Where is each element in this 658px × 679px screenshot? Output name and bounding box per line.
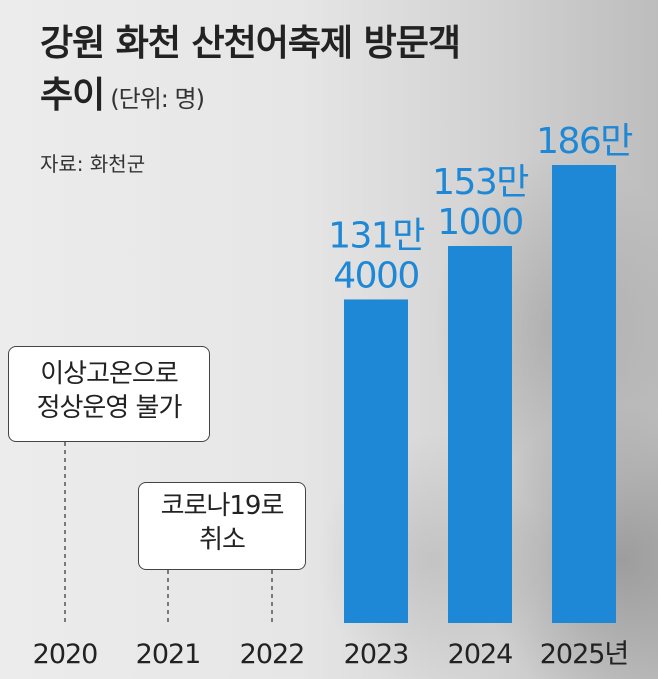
callout-2021-text: 코로나19로 취소 bbox=[139, 483, 305, 557]
value-label-2025년-0: 186만 bbox=[536, 121, 632, 162]
dashed-leader-lines bbox=[64, 442, 273, 623]
tick-label-2024: 2024 bbox=[448, 639, 513, 670]
year-labels-group: 2020 2021 2022 2023 2024 2025년 bbox=[33, 639, 630, 670]
bar-2023 bbox=[344, 299, 408, 623]
chart-title-line2-row: 추이 (단위: 명) bbox=[40, 66, 205, 118]
value-label-2023-0: 131만 bbox=[328, 215, 424, 256]
callout-2021-line2: 취소 bbox=[199, 525, 246, 555]
source-label: 자료: 화천군 bbox=[40, 152, 146, 176]
value-label-2023-1: 4000 bbox=[333, 255, 419, 296]
bars-group bbox=[344, 165, 616, 623]
bar-2025년 bbox=[552, 165, 616, 623]
chart-title: 강원 화천 산천어축제 방문객 bbox=[40, 14, 461, 66]
callout-2020: 이상고온으로 정상운영 불가 bbox=[8, 346, 210, 442]
chart-title-line1: 강원 화천 산천어축제 방문객 bbox=[40, 23, 461, 64]
tick-label-2022: 2022 bbox=[240, 639, 305, 670]
callout-2021-2022: 코로나19로 취소 bbox=[138, 482, 306, 570]
chart-title-line2: 추이 bbox=[40, 75, 105, 116]
tick-label-2025년: 2025년 bbox=[540, 639, 629, 670]
bar-2024 bbox=[448, 246, 512, 623]
tick-label-2023: 2023 bbox=[344, 639, 409, 670]
tick-label-2021: 2021 bbox=[136, 639, 201, 670]
callout-2020-text: 이상고온으로 정상운영 불가 bbox=[9, 347, 209, 425]
unit-label: (단위: 명) bbox=[110, 85, 205, 113]
value-label-2024-0: 153만 bbox=[432, 162, 528, 203]
tick-label-2020: 2020 bbox=[33, 639, 98, 670]
value-label-2024-1: 1000 bbox=[437, 202, 523, 243]
callout-2021-line1: 코로나19로 bbox=[160, 491, 285, 521]
callout-2020-line1: 이상고온으로 bbox=[40, 359, 179, 389]
callout-2020-line2: 정상운영 불가 bbox=[36, 393, 183, 423]
